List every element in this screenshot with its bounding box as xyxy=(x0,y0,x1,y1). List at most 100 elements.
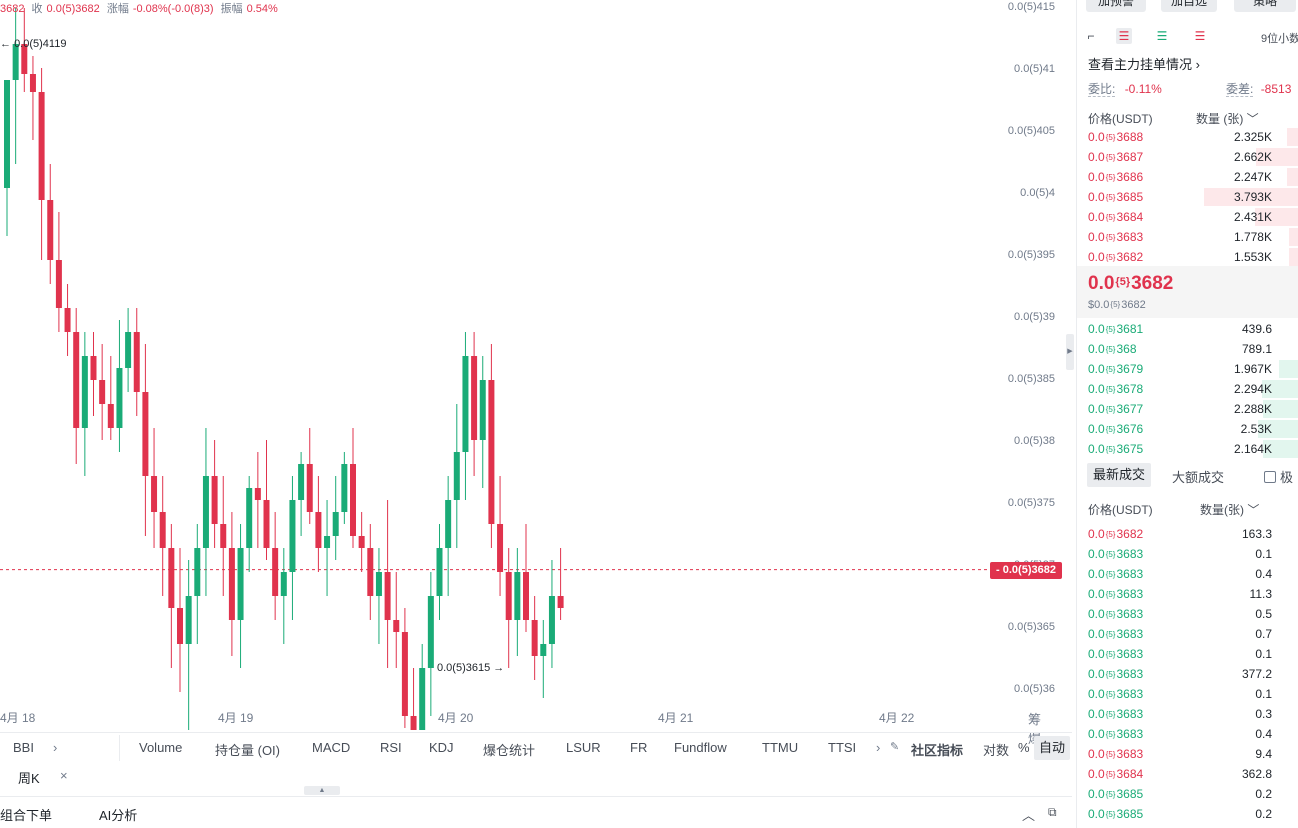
trades-qty-header[interactable]: 数量(张) ﹀ xyxy=(1200,503,1260,517)
strategy-button[interactable]: 策略 xyxy=(1234,0,1296,12)
indicator-lsur[interactable]: LSUR xyxy=(566,740,601,755)
add-alert-button[interactable]: 加预警 xyxy=(1086,0,1146,12)
candle xyxy=(185,560,192,730)
candle-body xyxy=(324,536,331,548)
indicator-liquidation[interactable]: 爆仓统计 xyxy=(483,743,536,758)
tab-ai-analysis[interactable]: AI分析 xyxy=(99,808,138,823)
bid-row[interactable]: 0.0{5}3677 2.288K xyxy=(1077,399,1298,419)
book-bids-icon[interactable]: ☰ xyxy=(1156,29,1168,43)
order-qty: 439.6 xyxy=(1241,322,1272,336)
trade-price: 0.0{5}3685 xyxy=(1088,807,1144,821)
kline-chart[interactable]: 3682 收 0.0(5)3682 涨幅 -0.08%(-0.0(8)3) 振幅 0.… xyxy=(0,0,1072,746)
indicator-bbi[interactable]: BBI xyxy=(13,740,34,755)
candle-body xyxy=(427,596,434,668)
indicator-oi[interactable]: 持仓量 (OI) xyxy=(215,743,280,758)
date-tick-label: 4月 21 xyxy=(658,711,694,725)
major-orders-link[interactable]: 查看主力挂单情况 › xyxy=(1088,57,1200,72)
extreme-checkbox[interactable]: 极 xyxy=(1264,467,1293,486)
percent-scale-toggle[interactable]: % xyxy=(1018,740,1030,755)
candle xyxy=(332,476,339,560)
indicator-kdj[interactable]: KDJ xyxy=(429,740,454,755)
candle xyxy=(298,452,305,536)
candle-body xyxy=(410,716,417,730)
indicator-macd[interactable]: MACD xyxy=(312,740,351,755)
decimals-select[interactable]: 9位小数 xyxy=(1261,33,1298,45)
candle-body xyxy=(107,404,114,428)
ask-row[interactable]: 0.0{5}3684 2.431K xyxy=(1077,207,1298,227)
trade-row: 0.0{5}3683 0.5 xyxy=(1077,604,1298,624)
tab-large-trades[interactable]: 大额成交 xyxy=(1172,470,1225,485)
candle xyxy=(177,548,183,692)
book-asks-icon[interactable]: ☰ xyxy=(1194,29,1206,43)
more-chevron-icon[interactable]: › xyxy=(876,740,881,755)
add-favorite-button[interactable]: 加自选 xyxy=(1161,0,1217,12)
candle xyxy=(358,512,365,572)
candle xyxy=(228,512,235,656)
log-scale-toggle[interactable]: 对数 xyxy=(983,743,1010,758)
bid-row[interactable]: 0.0{5}368 789.1 xyxy=(1077,339,1298,359)
book-both-icon[interactable]: ☰ xyxy=(1116,28,1132,44)
trade-row: 0.0{5}3683 377.2 xyxy=(1077,664,1298,684)
ask-row[interactable]: 0.0{5}3683 1.778K xyxy=(1077,227,1298,247)
bid-row[interactable]: 0.0{5}3679 1.967K xyxy=(1077,359,1298,379)
popout-icon[interactable]: ⧉ xyxy=(1048,805,1057,819)
candle xyxy=(90,332,97,416)
candle-body xyxy=(228,548,235,620)
candle xyxy=(246,476,253,572)
candlestick-chart[interactable] xyxy=(0,0,1072,730)
bid-row[interactable]: 0.0{5}3678 2.294K xyxy=(1077,379,1298,399)
candle-body xyxy=(29,74,36,92)
candle-body xyxy=(289,500,296,572)
low-price-label: 0.0(5)3615 → xyxy=(437,662,505,674)
community-indicators[interactable]: 社区指标 xyxy=(911,743,964,758)
candle-body xyxy=(185,596,192,644)
chevron-up-icon[interactable]: ︿ xyxy=(1022,808,1036,823)
close-icon[interactable]: × xyxy=(60,768,68,783)
candle xyxy=(4,80,10,236)
chevron-right-icon[interactable]: › xyxy=(53,740,58,755)
depth-bar xyxy=(1287,128,1298,146)
tab-combo-order[interactable]: 组合下单 xyxy=(0,808,53,823)
depth-bar xyxy=(1279,360,1298,378)
candle xyxy=(445,476,452,596)
collapse-handle-icon[interactable]: ▶ xyxy=(1066,334,1074,370)
candle-body xyxy=(12,44,19,80)
trade-qty: 9.4 xyxy=(1255,747,1272,761)
trades-price-header: 价格(USDT) xyxy=(1088,503,1153,517)
candle-body xyxy=(445,500,452,548)
depth-bar xyxy=(1255,208,1298,226)
candle xyxy=(557,548,564,620)
candle-body xyxy=(419,668,426,730)
order-qty: 1.778K xyxy=(1233,230,1272,244)
indicator-volume[interactable]: Volume xyxy=(139,740,183,755)
ask-row[interactable]: 0.0{5}3687 2.662K xyxy=(1077,147,1298,167)
indicator-fundflow[interactable]: Fundflow xyxy=(674,740,727,755)
ask-row[interactable]: 0.0{5}3682 1.553K xyxy=(1077,247,1298,267)
indicator-fr[interactable]: FR xyxy=(630,740,648,755)
bid-row[interactable]: 0.0{5}3681 439.6 xyxy=(1077,319,1298,339)
amplitude-value: 0.54% xyxy=(246,3,278,15)
candle-body xyxy=(194,548,201,596)
layout-toggle-icon[interactable]: ⌐ xyxy=(1087,29,1095,43)
ask-row[interactable]: 0.0{5}3685 3.793K xyxy=(1077,187,1298,207)
trade-price: 0.0{5}3684 xyxy=(1088,767,1144,781)
bid-row[interactable]: 0.0{5}3676 2.53K xyxy=(1077,419,1298,439)
tab-latest-trades[interactable]: 最新成交 xyxy=(1087,463,1152,487)
candle-body xyxy=(505,572,512,620)
indicator-ttsi[interactable]: TTSI xyxy=(828,740,857,755)
indicator-rsi[interactable]: RSI xyxy=(380,740,402,755)
edit-icon[interactable]: ✎ xyxy=(890,741,900,753)
price-tick-label: 0.0(5)4 xyxy=(1020,187,1055,199)
trade-row: 0.0{5}3685 0.2 xyxy=(1077,804,1298,824)
order-price: 0.0{5}3686 xyxy=(1088,170,1144,184)
bid-row[interactable]: 0.0{5}3675 2.164K xyxy=(1077,439,1298,459)
depth-bar xyxy=(1258,420,1298,438)
qty-header[interactable]: 数量 (张) ﹀ xyxy=(1196,112,1259,126)
indicator-ttmu[interactable]: TTMU xyxy=(762,740,799,755)
panel-expand-icon[interactable]: ▲ xyxy=(304,786,340,795)
auto-scale-button[interactable]: 自动 xyxy=(1034,736,1070,760)
ask-row[interactable]: 0.0{5}3686 2.247K xyxy=(1077,167,1298,187)
period-tag[interactable]: 周K xyxy=(18,771,40,786)
ask-row[interactable]: 0.0{5}3688 2.325K xyxy=(1077,127,1298,147)
order-price: 0.0{5}3683 xyxy=(1088,230,1144,244)
